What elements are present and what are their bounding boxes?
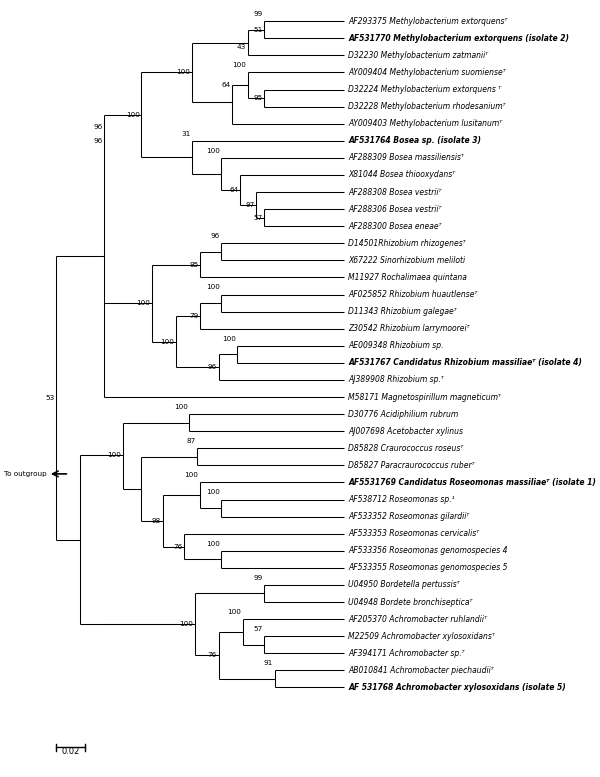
Text: D30776 Acidiphilium rubrum: D30776 Acidiphilium rubrum [348, 409, 458, 419]
Text: X81044 Bosea thiooxydansᵀ: X81044 Bosea thiooxydansᵀ [348, 170, 455, 179]
Text: 43: 43 [237, 44, 247, 50]
Text: 95: 95 [189, 262, 199, 267]
Text: Z30542 Rhizobium larrymooreiᵀ: Z30542 Rhizobium larrymooreiᵀ [348, 324, 470, 333]
Text: D11343 Rhizobium galegaeᵀ: D11343 Rhizobium galegaeᵀ [348, 307, 457, 316]
Text: AF531770 Methylobacterium extorquens (isolate 2): AF531770 Methylobacterium extorquens (is… [348, 34, 569, 43]
Text: AJ389908 Rhizobium sp.ᵀ: AJ389908 Rhizobium sp.ᵀ [348, 375, 444, 385]
Text: 96: 96 [93, 124, 103, 130]
Text: 100: 100 [232, 62, 247, 68]
Text: 100: 100 [184, 472, 199, 478]
Text: 100: 100 [227, 609, 241, 615]
Text: D32224 Methylobacterium extorquens ᵀ: D32224 Methylobacterium extorquens ᵀ [348, 85, 502, 94]
Text: 64: 64 [229, 187, 238, 193]
Text: 100: 100 [176, 69, 190, 75]
Text: 100: 100 [179, 622, 193, 627]
Text: 97: 97 [245, 202, 254, 208]
Text: D85827 Paracraurococcus ruberᵀ: D85827 Paracraurococcus ruberᵀ [348, 461, 475, 470]
Text: AF205370 Achromobacter ruhlandiiᵀ: AF205370 Achromobacter ruhlandiiᵀ [348, 615, 487, 624]
Text: M11927 Rochalimaea quintana: M11927 Rochalimaea quintana [348, 273, 467, 282]
Text: D85828 Craurococcus roseusᵀ: D85828 Craurococcus roseusᵀ [348, 444, 463, 453]
Text: 99: 99 [253, 11, 262, 17]
Text: 76: 76 [173, 543, 182, 549]
Text: AF533352 Roseomonas gilardiiᵀ: AF533352 Roseomonas gilardiiᵀ [348, 512, 469, 521]
Text: AF531767 Candidatus Rhizobium massiliaeᵀ (isolate 4): AF531767 Candidatus Rhizobium massiliaeᵀ… [348, 358, 582, 368]
Text: AF288309 Bosea massiliensisᵀ: AF288309 Bosea massiliensisᵀ [348, 153, 464, 162]
Text: AF288308 Bosea vestriiᵀ: AF288308 Bosea vestriiᵀ [348, 187, 442, 197]
Text: 87: 87 [187, 438, 196, 444]
Text: 99: 99 [253, 575, 262, 580]
Text: 100: 100 [206, 148, 220, 154]
Text: AF533355 Roseomonas genomospecies 5: AF533355 Roseomonas genomospecies 5 [348, 563, 508, 573]
Text: 57: 57 [253, 214, 262, 221]
Text: 100: 100 [206, 490, 220, 495]
Text: 96: 96 [208, 364, 217, 370]
Text: AF288300 Bosea eneaeᵀ: AF288300 Bosea eneaeᵀ [348, 221, 442, 231]
Text: 100: 100 [206, 284, 220, 291]
Text: 79: 79 [189, 313, 199, 319]
Text: D32228 Methylobacterium rhodesaniumᵀ: D32228 Methylobacterium rhodesaniumᵀ [348, 102, 506, 111]
Text: AF293375 Methylobacterium extorquensᵀ: AF293375 Methylobacterium extorquensᵀ [348, 17, 508, 26]
Text: AF538712 Roseomonas sp.¹: AF538712 Roseomonas sp.¹ [348, 495, 455, 504]
Text: 95: 95 [253, 95, 262, 101]
Text: 100: 100 [206, 541, 220, 546]
Text: X67222 Sinorhizobium meliloti: X67222 Sinorhizobium meliloti [348, 256, 466, 265]
Text: 100: 100 [126, 112, 140, 118]
Text: AF5531769 Candidatus Roseomonas massiliaeᵀ (isolate 1): AF5531769 Candidatus Roseomonas massilia… [348, 478, 596, 487]
Text: 57: 57 [253, 626, 262, 632]
Text: AF533353 Roseomonas cervicalisᵀ: AF533353 Roseomonas cervicalisᵀ [348, 529, 479, 538]
Text: 96: 96 [211, 233, 220, 239]
Text: M58171 Magnetospirillum magneticumᵀ: M58171 Magnetospirillum magneticumᵀ [348, 392, 501, 402]
Text: 51: 51 [253, 26, 262, 33]
Text: U04948 Bordete bronchisepticaᵀ: U04948 Bordete bronchisepticaᵀ [348, 598, 473, 607]
Text: AY009404 Methylobacterium suomienseᵀ: AY009404 Methylobacterium suomienseᵀ [348, 68, 506, 77]
Text: 100: 100 [160, 339, 175, 344]
Text: AJ007698 Acetobacter xylinus: AJ007698 Acetobacter xylinus [348, 427, 463, 436]
Text: To outgroup: To outgroup [4, 471, 47, 477]
Text: U04950 Bordetella pertussisᵀ: U04950 Bordetella pertussisᵀ [348, 580, 460, 590]
Text: 100: 100 [136, 300, 151, 306]
Text: M22509 Achromobacter xylosoxidansᵀ: M22509 Achromobacter xylosoxidansᵀ [348, 632, 495, 641]
Text: 100: 100 [107, 452, 121, 458]
Text: AF025852 Rhizobium huautlenseᵀ: AF025852 Rhizobium huautlenseᵀ [348, 290, 478, 299]
Text: AY009403 Methylobacterium lusitanumᵀ: AY009403 Methylobacterium lusitanumᵀ [348, 119, 502, 128]
Text: D14501Rhizobium rhizogenesᵀ: D14501Rhizobium rhizogenesᵀ [348, 239, 466, 248]
Text: AF288306 Bosea vestriiᵀ: AF288306 Bosea vestriiᵀ [348, 204, 442, 214]
Text: 76: 76 [208, 653, 217, 658]
Text: AF533356 Roseomonas genomospecies 4: AF533356 Roseomonas genomospecies 4 [348, 546, 508, 556]
Text: 96: 96 [93, 138, 103, 144]
Text: D32230 Methylobacterium zatmaniiᵀ: D32230 Methylobacterium zatmaniiᵀ [348, 51, 488, 60]
Text: AB010841 Achromobacter piechaudiiᵀ: AB010841 Achromobacter piechaudiiᵀ [348, 666, 494, 675]
Text: 100: 100 [174, 404, 188, 409]
Text: 91: 91 [264, 660, 273, 666]
Text: 64: 64 [221, 82, 230, 89]
Text: AE009348 Rhizobium sp.: AE009348 Rhizobium sp. [348, 341, 444, 350]
Text: 98: 98 [152, 518, 161, 524]
Text: 31: 31 [181, 131, 190, 137]
Text: AF 531768 Achromobacter xylosoxidans (isolate 5): AF 531768 Achromobacter xylosoxidans (is… [348, 683, 566, 692]
Text: 0.02: 0.02 [61, 747, 80, 756]
Text: 100: 100 [222, 336, 236, 342]
Text: AF394171 Achromobacter sp.ᵀ: AF394171 Achromobacter sp.ᵀ [348, 649, 465, 658]
Text: 53: 53 [45, 395, 55, 401]
Text: AF531764 Bosea sp. (isolate 3): AF531764 Bosea sp. (isolate 3) [348, 136, 481, 145]
